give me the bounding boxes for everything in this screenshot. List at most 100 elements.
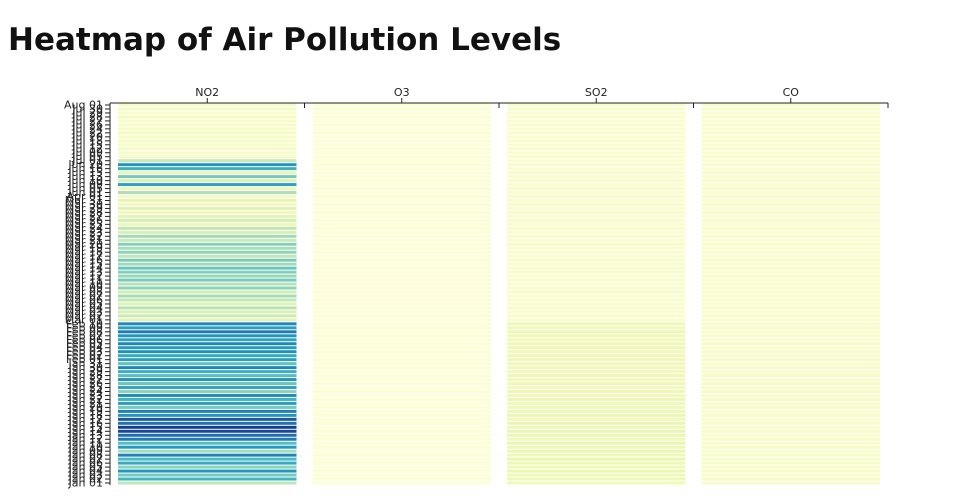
heatmap-cell [701,481,880,485]
y-tick-label: Feb 05 [66,337,103,350]
y-tick-label: Mar 26 [65,214,103,227]
heatmap-cell [507,147,686,151]
y-tick-label: Jan 28 [68,369,103,382]
heatmap-cell [701,437,880,441]
heatmap-cell [312,127,491,131]
heatmap-cell [507,370,686,374]
heatmap-cell [118,469,297,473]
y-tick-label: Mar 02 [65,309,103,322]
heatmap-cell [118,123,297,127]
y-tick-label: Jan 07 [68,453,103,466]
y-tick-label: Jan 22 [68,393,103,406]
heatmap-cell [312,107,491,111]
y-tick-label: Jul 28 [71,110,103,123]
heatmap-cell [507,314,686,318]
heatmap-cell [118,441,297,445]
heatmap-cell [312,449,491,453]
heatmap-cell [118,453,297,457]
y-tick-label: Jul 05 [71,150,103,163]
y-tick-label: Jul 30 [71,102,103,115]
heatmap-cell [118,163,297,167]
heatmap-cell [701,210,880,214]
heatmap-cell [118,290,297,294]
y-tick-label: Mar 13 [65,266,103,279]
heatmap-cell [312,214,491,218]
heatmap-cell [701,469,880,473]
heatmap-cell [507,346,686,350]
heatmap-cell [118,151,297,155]
heatmap-cell [507,214,686,218]
heatmap-cell [118,175,297,179]
heatmap-cell [312,290,491,294]
heatmap-cell [507,330,686,334]
heatmap-cell [312,171,491,175]
heatmap-cell [701,250,880,254]
heatmap-cell [312,187,491,191]
heatmap-cell [701,290,880,294]
heatmap-cell [118,103,297,107]
heatmap-cell [507,127,686,131]
heatmap-cell [507,286,686,290]
heatmap-cell [701,433,880,437]
y-tick-label: Jan 30 [68,361,103,374]
heatmap-cell [118,362,297,366]
heatmap-cell [312,477,491,481]
heatmap-cell [118,274,297,278]
y-tick-label: Jul 20 [71,130,103,143]
heatmap-cell [507,226,686,230]
heatmap-cell [701,123,880,127]
heatmap-cell [701,238,880,242]
heatmap-cell [312,282,491,286]
heatmap-cell [701,314,880,318]
chart-title: Heatmap of Air Pollution Levels [8,22,562,58]
heatmap-cell [118,429,297,433]
heatmap-cell [507,246,686,250]
heatmap-cell [507,350,686,354]
heatmap-cell [701,382,880,386]
heatmap-cell [312,338,491,342]
heatmap-cell [507,262,686,266]
heatmap-cell [312,131,491,135]
heatmap-cell [118,230,297,234]
heatmap-cell [118,374,297,378]
heatmap-cell [701,461,880,465]
heatmap-cell [118,119,297,123]
y-tick-label: Jan 10 [68,441,103,454]
heatmap-cell [312,103,491,107]
heatmap-cell [701,202,880,206]
heatmap-cell [312,461,491,465]
y-tick-label: Jan 27 [68,373,103,386]
y-tick-label: Feb 06 [66,333,103,346]
heatmap-cell [507,358,686,362]
heatmap-cell [701,346,880,350]
y-tick-label: Jan 29 [68,365,103,378]
heatmap-cell [312,266,491,270]
heatmap-cell [312,445,491,449]
heatmap-cell [118,405,297,409]
heatmap-cell [118,397,297,401]
heatmap-cell [701,119,880,123]
y-tick-label: Jan 19 [68,405,103,418]
heatmap-cell [118,222,297,226]
y-tick-label: Jan 15 [68,421,103,434]
heatmap-cells [118,103,880,485]
heatmap-cell [312,437,491,441]
y-tick-label: Feb 08 [66,325,103,338]
heatmap-cell [312,278,491,282]
y-tick-label: Jul 27 [71,114,103,127]
heatmap-cell [118,127,297,131]
y-tick-label: Mar 10 [65,278,103,291]
y-tick-label: Mar 04 [65,301,103,314]
heatmap-cell [118,147,297,151]
heatmap-cell [507,202,686,206]
heatmap-cell [312,195,491,198]
y-tick-label: Jan 31 [68,357,103,370]
heatmap-cell [312,358,491,362]
heatmap-cell [701,222,880,226]
heatmap-cell [507,322,686,326]
y-tick-label: Jan 18 [68,409,103,422]
y-tick-label: Feb 10 [66,317,103,330]
heatmap-cell [118,314,297,318]
heatmap-cell [507,342,686,346]
heatmap-cell [118,481,297,485]
